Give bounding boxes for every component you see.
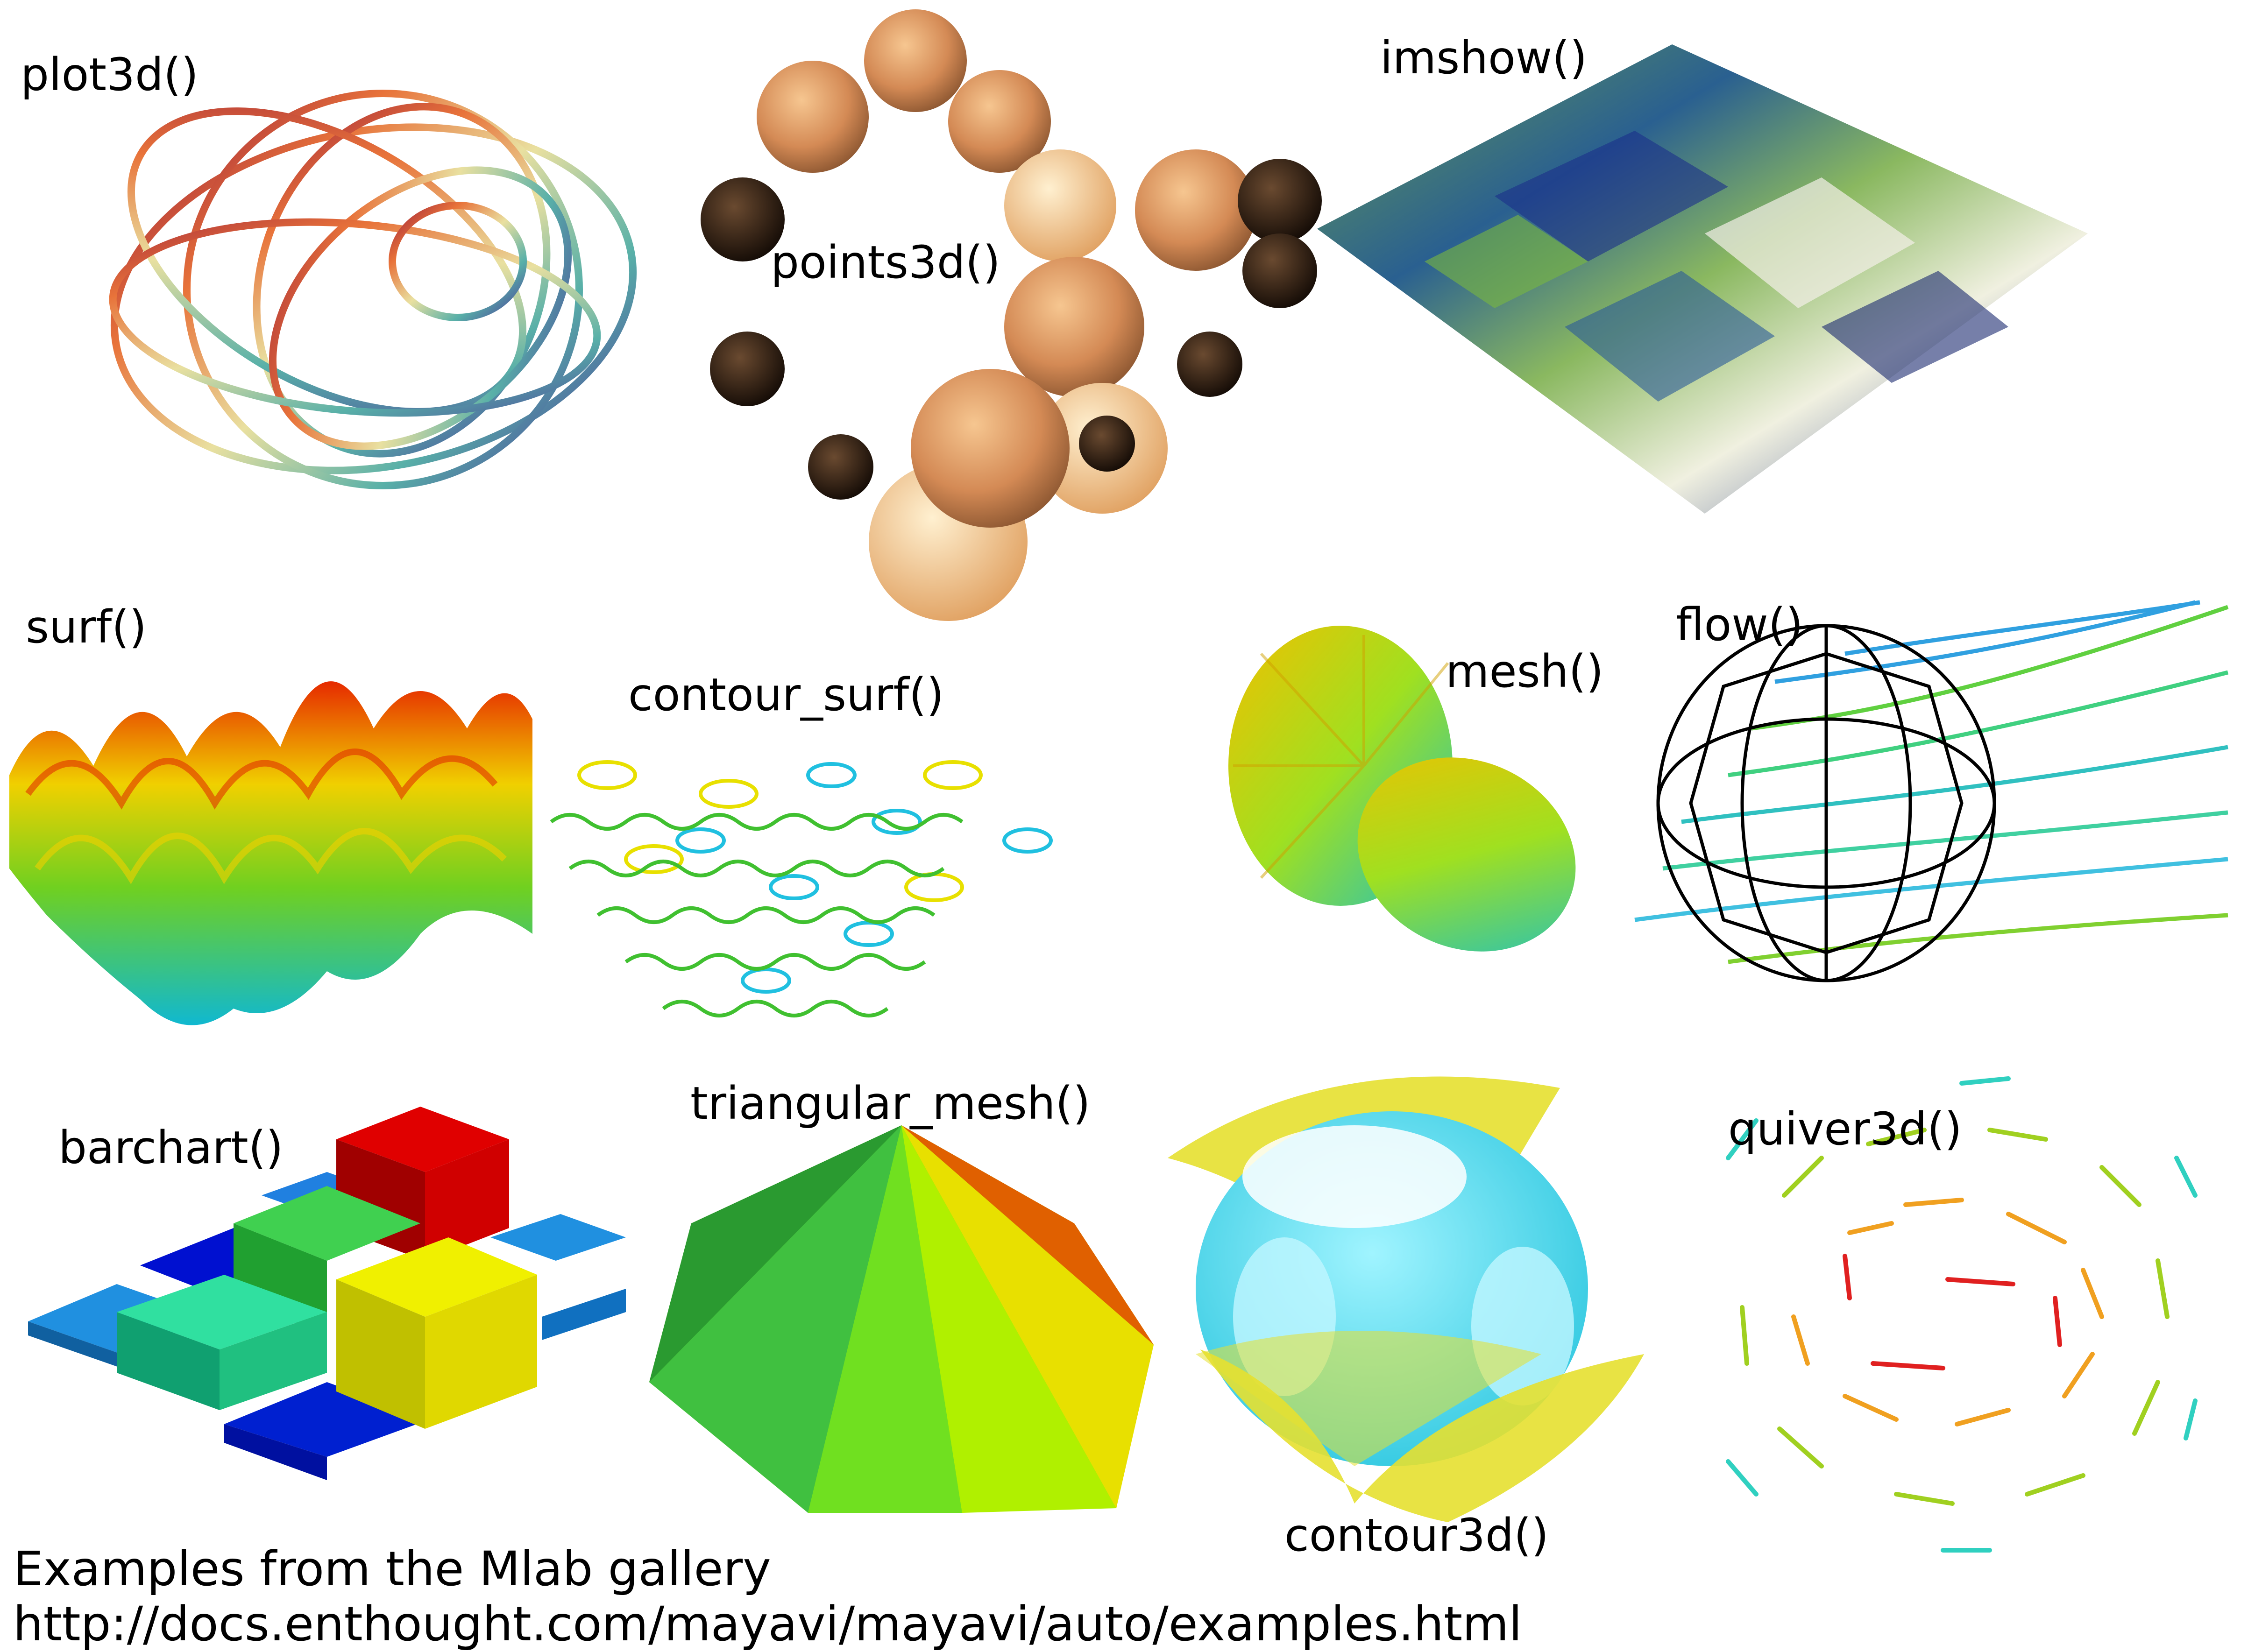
triangular-mesh-pyramid — [649, 1125, 1154, 1513]
imshow-label: imshow() — [1380, 32, 1588, 84]
points3d-spheres — [701, 9, 1322, 621]
quiver3d-vector-field — [1726, 1076, 2198, 1553]
footer-url: http://docs.enthought.com/mayavi/mayavi/… — [13, 1596, 1522, 1652]
points3d-label: points3d() — [771, 236, 1000, 289]
plot3d-label: plot3d() — [21, 49, 199, 101]
plot3d-knot-curve — [109, 90, 637, 489]
contour-surf-contours — [550, 760, 1053, 1017]
flow-label: flow() — [1676, 599, 1803, 651]
contour-surf-label: contour_surf() — [628, 669, 944, 721]
barchart-label: barchart() — [58, 1122, 284, 1174]
contour3d-isosurfaces — [1168, 1076, 1644, 1522]
mesh-label: mesh() — [1446, 645, 1604, 698]
barchart-bars — [28, 1107, 626, 1480]
imshow-image-plane — [1317, 44, 2088, 514]
surf-surface — [9, 681, 532, 1025]
surf-label: surf() — [26, 601, 147, 653]
triangular-mesh-label: triangular_mesh() — [690, 1077, 1091, 1130]
footer-caption: Examples from the Mlab gallery — [13, 1541, 771, 1597]
flow-wireframe-and-streamlines — [1634, 600, 2229, 982]
contour3d-label: contour3d() — [1284, 1509, 1549, 1561]
quiver3d-label: quiver3d() — [1728, 1103, 1962, 1155]
mesh-surface — [1228, 626, 1576, 952]
